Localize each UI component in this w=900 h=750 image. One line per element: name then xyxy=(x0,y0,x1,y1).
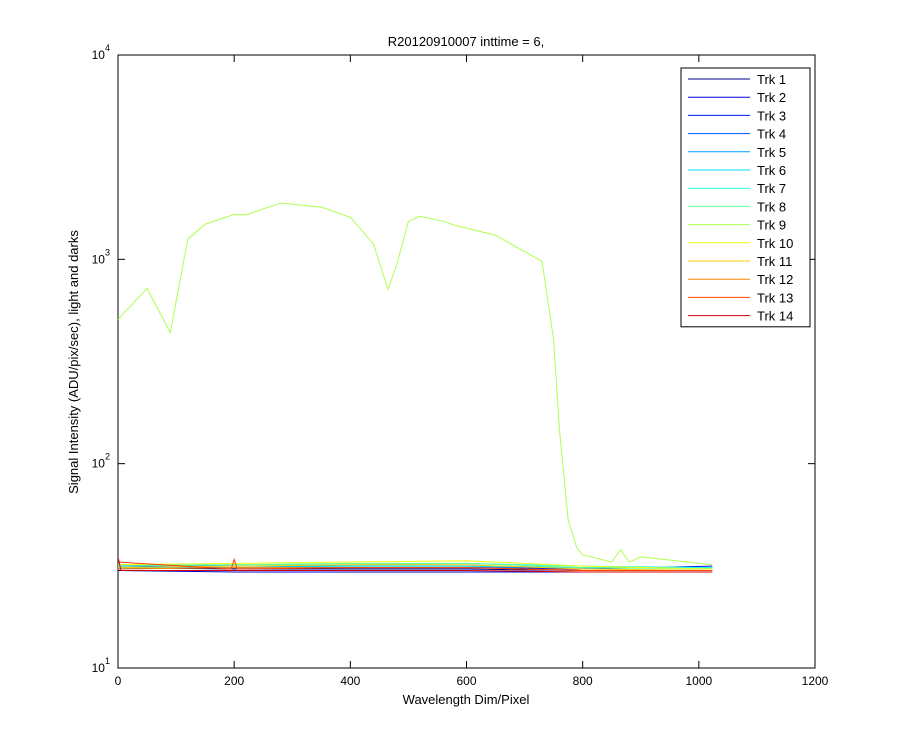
legend-label: Trk 8 xyxy=(757,199,786,214)
x-tick-label: 1200 xyxy=(802,674,829,688)
y-tick-label: 102 xyxy=(92,452,110,471)
chart-title: R20120910007 inttime = 6, xyxy=(388,34,544,49)
y-axis-label: Signal Intensity (ADU/pix/sec), light an… xyxy=(66,230,81,494)
y-tick-base: 10 xyxy=(92,252,106,266)
y-tick-base: 10 xyxy=(92,661,106,675)
x-tick-label: 600 xyxy=(456,674,476,688)
y-tick-label: 101 xyxy=(92,656,110,675)
series-line xyxy=(117,564,713,572)
series-line xyxy=(117,202,713,566)
y-tick-label: 103 xyxy=(92,247,110,266)
series-line xyxy=(117,562,713,570)
legend-label: Trk 12 xyxy=(757,272,793,287)
legend-label: Trk 4 xyxy=(757,127,786,142)
y-tick-exponent: 3 xyxy=(105,247,110,257)
series-line xyxy=(117,556,713,573)
legend-label: Trk 9 xyxy=(757,218,786,233)
series-line xyxy=(117,560,713,570)
legend-label: Trk 1 xyxy=(757,72,786,87)
legend-label: Trk 11 xyxy=(757,254,792,269)
x-tick-label: 800 xyxy=(573,674,593,688)
legend-label: Trk 5 xyxy=(757,145,786,160)
legend-label: Trk 13 xyxy=(757,290,793,305)
y-tick-exponent: 1 xyxy=(105,656,110,666)
legend-label: Trk 10 xyxy=(757,236,793,251)
y-tick-base: 10 xyxy=(92,457,106,471)
x-tick-label: 1000 xyxy=(685,674,712,688)
legend-label: Trk 6 xyxy=(757,163,786,178)
legend-box xyxy=(680,67,811,328)
legend-label: Trk 2 xyxy=(757,90,786,105)
legend-label: Trk 7 xyxy=(757,181,786,196)
x-tick-label: 400 xyxy=(340,674,360,688)
y-tick-exponent: 4 xyxy=(105,43,110,53)
legend-label: Trk 3 xyxy=(757,108,786,123)
x-tick-label: 200 xyxy=(224,674,244,688)
y-tick-base: 10 xyxy=(92,48,106,62)
x-axis-label: Wavelength Dim/Pixel xyxy=(403,692,530,707)
x-tick-label: 0 xyxy=(115,674,122,688)
y-tick-label: 104 xyxy=(92,43,110,62)
series-line xyxy=(117,557,713,572)
y-tick-exponent: 2 xyxy=(105,452,110,462)
legend-label: Trk 14 xyxy=(757,309,793,324)
